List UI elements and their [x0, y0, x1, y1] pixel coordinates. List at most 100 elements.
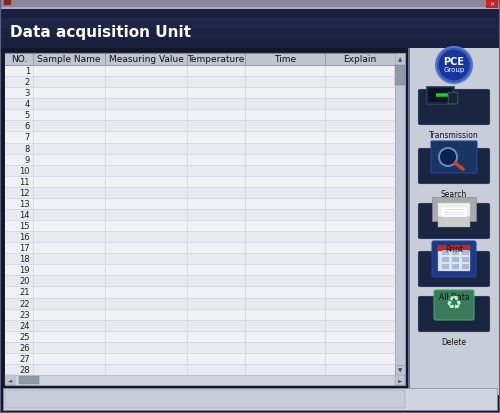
Bar	[0, 49, 500, 413]
Bar	[438, 218, 470, 228]
Text: 25: 25	[20, 332, 30, 341]
Text: ✕: ✕	[490, 2, 494, 7]
Text: 5: 5	[25, 111, 30, 120]
Bar	[395, 365, 405, 375]
Text: 9: 9	[25, 155, 30, 164]
Bar	[5, 221, 395, 232]
Bar	[5, 132, 395, 143]
Bar	[5, 77, 395, 88]
Bar	[5, 320, 395, 331]
Bar	[5, 265, 395, 276]
Text: 23: 23	[20, 310, 30, 319]
Bar	[0, 10, 500, 49]
Bar	[408, 49, 500, 395]
Bar	[5, 242, 395, 254]
Text: 7: 7	[24, 133, 30, 142]
Text: 17: 17	[20, 244, 30, 253]
Bar	[5, 188, 395, 198]
FancyArrow shape	[436, 93, 452, 99]
Bar	[462, 257, 469, 262]
Text: Explain: Explain	[344, 55, 376, 64]
Text: Delete: Delete	[442, 337, 466, 346]
Bar	[0, 0, 500, 8]
Bar	[0, 8, 500, 10]
Bar	[5, 342, 395, 353]
Text: Temperature: Temperature	[188, 55, 244, 64]
Bar	[5, 298, 395, 309]
Bar	[452, 250, 459, 255]
Text: 2: 2	[25, 78, 30, 87]
Bar	[5, 54, 405, 385]
Bar	[442, 250, 449, 255]
FancyBboxPatch shape	[418, 297, 490, 332]
Bar	[5, 121, 395, 132]
Bar	[5, 375, 15, 385]
Bar	[5, 364, 395, 375]
Text: 16: 16	[20, 233, 30, 242]
Bar	[426, 87, 454, 105]
Text: ▼: ▼	[398, 368, 402, 373]
Bar	[5, 99, 395, 110]
Bar	[5, 375, 405, 385]
FancyBboxPatch shape	[418, 90, 490, 125]
Bar	[5, 143, 395, 154]
Bar	[395, 66, 405, 86]
Bar	[5, 198, 395, 209]
Text: 14: 14	[20, 211, 30, 219]
Text: 10: 10	[20, 166, 30, 175]
Bar	[5, 88, 395, 99]
Bar	[5, 232, 395, 242]
Bar	[395, 66, 405, 375]
Bar	[432, 197, 476, 221]
Bar	[5, 309, 395, 320]
Bar	[5, 276, 395, 287]
Circle shape	[436, 48, 472, 84]
Text: 1: 1	[25, 67, 30, 76]
Text: Data acquisition Unit: Data acquisition Unit	[10, 24, 191, 39]
Text: Time: Time	[274, 55, 296, 64]
Text: NO.: NO.	[11, 55, 27, 64]
Text: 26: 26	[20, 343, 30, 352]
Text: Group: Group	[444, 67, 464, 73]
Text: 8: 8	[24, 144, 30, 153]
Bar	[0, 19, 500, 29]
Bar	[462, 250, 469, 255]
Bar	[5, 353, 395, 364]
Bar	[5, 209, 395, 221]
Text: 20: 20	[20, 277, 30, 286]
Text: Print: Print	[445, 244, 463, 254]
Text: 22: 22	[20, 299, 30, 308]
Text: 3: 3	[24, 89, 30, 98]
Bar	[442, 264, 449, 269]
Text: Transmission: Transmission	[429, 131, 479, 140]
Bar	[438, 245, 470, 252]
Bar	[5, 165, 395, 176]
Bar	[441, 207, 467, 218]
Bar	[5, 287, 395, 298]
Bar	[5, 176, 395, 188]
Bar	[452, 257, 459, 262]
Text: Sample Name: Sample Name	[38, 55, 101, 64]
Bar	[19, 376, 39, 384]
Text: 11: 11	[20, 177, 30, 186]
Circle shape	[441, 151, 455, 165]
FancyBboxPatch shape	[432, 242, 476, 277]
Bar	[449, 94, 457, 104]
Bar	[452, 264, 459, 269]
FancyBboxPatch shape	[434, 290, 474, 320]
Bar	[486, 1, 498, 9]
Text: ▲: ▲	[398, 57, 402, 62]
Bar	[5, 110, 395, 121]
Bar	[5, 390, 405, 408]
Text: PCE: PCE	[444, 57, 464, 67]
Text: 24: 24	[20, 321, 30, 330]
Circle shape	[438, 50, 470, 82]
Bar	[4, 1, 11, 6]
Text: All Data: All Data	[438, 292, 470, 301]
Bar	[438, 204, 470, 218]
Text: 18: 18	[20, 255, 30, 263]
Text: ►: ►	[398, 377, 402, 382]
Bar	[0, 29, 500, 39]
Text: 15: 15	[20, 221, 30, 230]
Text: 13: 13	[20, 199, 30, 209]
